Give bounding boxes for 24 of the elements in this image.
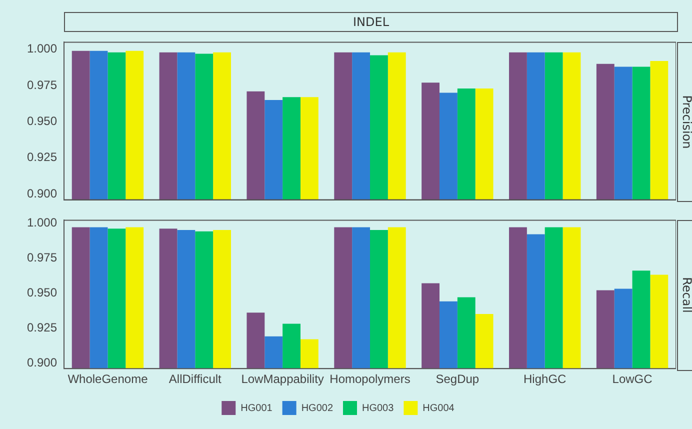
x-tick-label: LowGC — [612, 372, 653, 386]
y-tick-label: 0.900 — [26, 186, 58, 200]
y-tick-label: 0.900 — [26, 355, 58, 370]
x-tick-label: LowMappability — [241, 372, 324, 386]
x-tick-label: HighGC — [524, 372, 567, 386]
y-tick-label: 0.950 — [26, 114, 58, 128]
x-tick-label: WholeGenome — [68, 372, 148, 386]
legend-label: HG004 — [422, 402, 455, 414]
y-tick-label: 0.975 — [26, 250, 58, 264]
x-tick-label: AllDifficult — [168, 372, 222, 386]
y-tick-label: 1.000 — [26, 215, 58, 230]
legend-label: HG002 — [301, 402, 334, 414]
y-axis-title: Precision — [680, 95, 692, 149]
y-tick-label: 0.925 — [26, 320, 58, 334]
y-tick-label: 1.000 — [26, 42, 58, 56]
y-tick-label: 0.925 — [26, 150, 58, 164]
y-axis-title: Recall — [680, 277, 692, 314]
chart-title: INDEL — [64, 12, 678, 32]
legend-label: HG001 — [240, 402, 273, 414]
y-tick-label: 0.975 — [26, 78, 58, 92]
y-tick-label: 0.950 — [26, 285, 58, 300]
x-tick-label: Homopolymers — [330, 372, 410, 386]
x-tick-label: SegDup — [436, 372, 480, 386]
legend-label: HG003 — [362, 402, 394, 414]
